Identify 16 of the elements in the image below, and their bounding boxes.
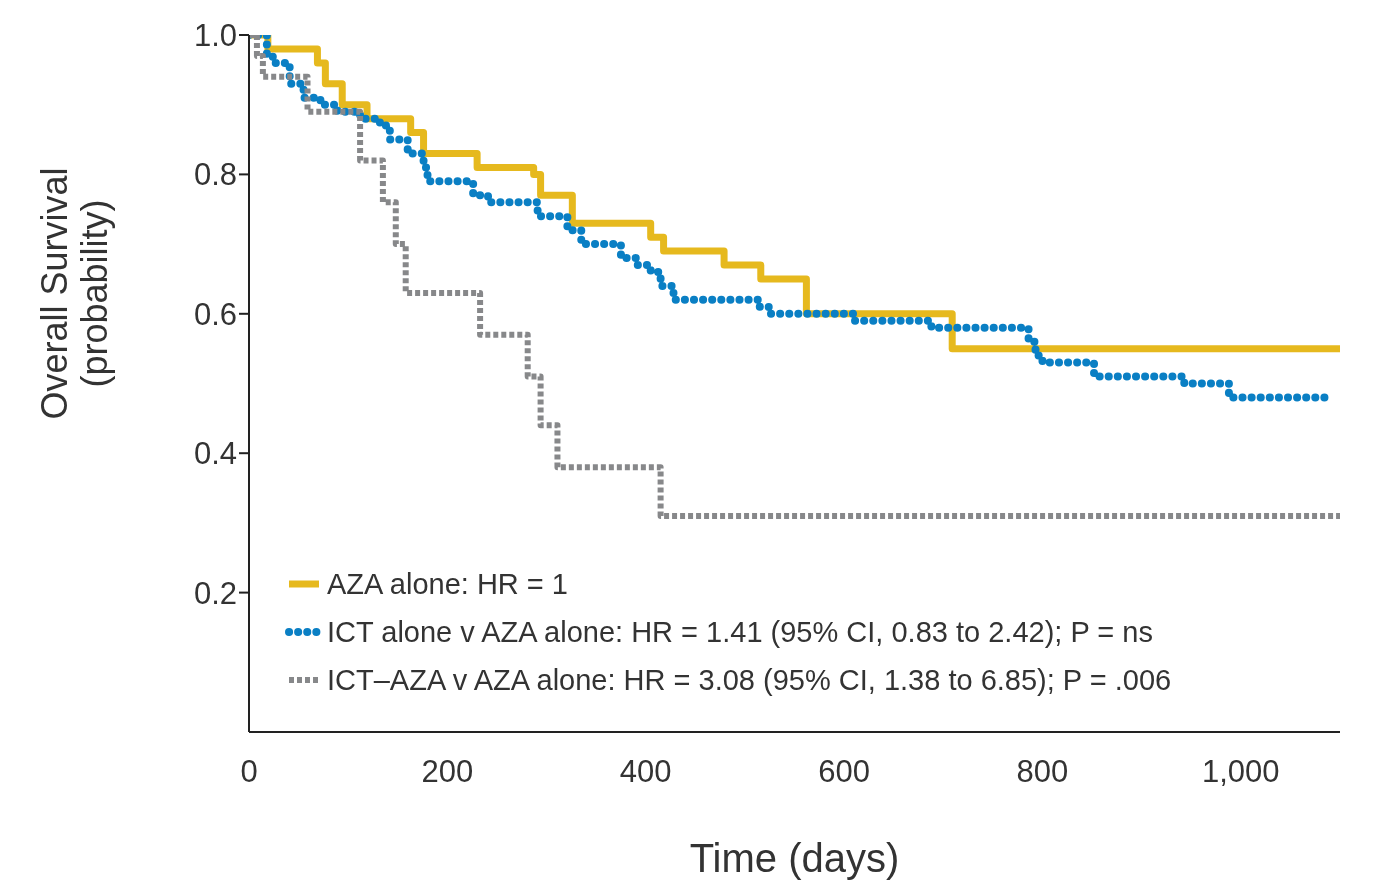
x-tick-label: 200 — [421, 754, 474, 790]
y-tick-label: 0.6 — [193, 296, 237, 332]
y-tick-label: 0.2 — [193, 575, 237, 611]
x-tick-label: 1,000 — [1202, 754, 1280, 790]
y-axis-title: Overall Survival (probability) — [34, 167, 115, 420]
legend-label: ICT–AZA v AZA alone: HR = 3.08 (95% CI, 1.38 to 6.85); P = .006 — [327, 663, 1172, 698]
y-tick-label: 0.8 — [193, 157, 237, 193]
y-tick-label: 1.0 — [193, 18, 237, 54]
x-axis-title: Time (days) — [689, 836, 900, 880]
legend-label: AZA alone: HR = 1 — [327, 567, 568, 602]
x-tick-label: 0 — [240, 754, 258, 790]
x-tick-label: 400 — [619, 754, 672, 790]
y-tick-label: 0.4 — [193, 436, 237, 472]
x-tick-label: 800 — [1016, 754, 1069, 790]
legend-label: ICT alone v AZA alone: HR = 1.41 (95% CI, 0.83 to 2.42); P = ns — [327, 615, 1153, 650]
x-tick-label: 600 — [818, 754, 870, 790]
